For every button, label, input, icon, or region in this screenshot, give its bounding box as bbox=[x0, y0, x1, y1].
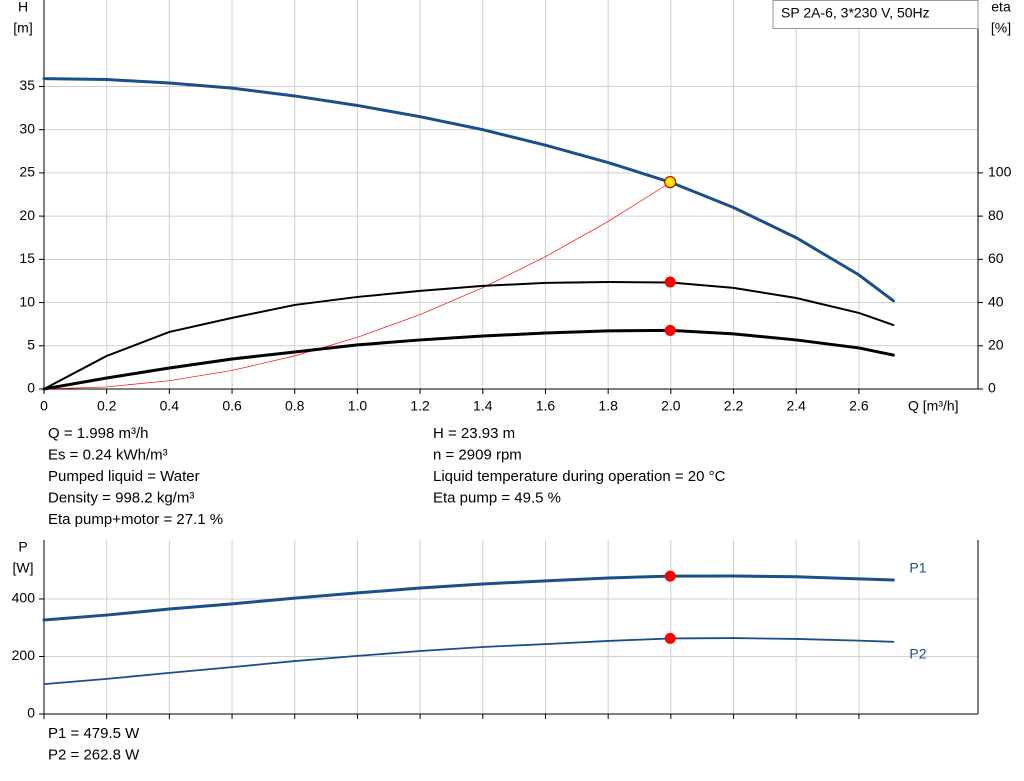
x-tick-label: 0.2 bbox=[97, 398, 117, 414]
info-text: Pumped liquid = Water bbox=[48, 468, 200, 485]
y-tick-label: 0 bbox=[27, 705, 35, 721]
y2-tick-label: 80 bbox=[988, 207, 1004, 223]
info-text: H = 23.93 m bbox=[433, 425, 515, 442]
chart-title: SP 2A-6, 3*230 V, 50Hz bbox=[781, 5, 930, 21]
info-text: Eta pump+motor = 27.1 % bbox=[48, 511, 223, 528]
x-axis-label: Q [m³/h] bbox=[908, 398, 959, 414]
info-text: P1 = 479.5 W bbox=[48, 725, 140, 742]
info-text: Density = 998.2 kg/m³ bbox=[48, 489, 194, 506]
y2-axis-label: [%] bbox=[991, 20, 1011, 36]
y2-tick-label: 100 bbox=[988, 164, 1012, 180]
y-tick-label: 35 bbox=[19, 77, 35, 93]
operating-point bbox=[664, 324, 676, 336]
y-axis-label: [W] bbox=[13, 560, 34, 576]
y-axis-label: [m] bbox=[13, 20, 32, 36]
y2-tick-label: 0 bbox=[988, 380, 996, 396]
y2-tick-label: 60 bbox=[988, 250, 1004, 266]
x-tick-label: 2.2 bbox=[724, 398, 744, 414]
info-text: P2 = 262.8 W bbox=[48, 746, 140, 763]
x-tick-label: 2.6 bbox=[849, 398, 869, 414]
curve-label: P2 bbox=[909, 646, 926, 662]
y-tick-label: 0 bbox=[27, 380, 35, 396]
operating-point bbox=[664, 176, 677, 189]
curve-label: P1 bbox=[909, 560, 926, 576]
y-tick-label: 20 bbox=[19, 207, 35, 223]
y-tick-label: 5 bbox=[27, 336, 35, 352]
operating-point bbox=[664, 276, 676, 288]
curve bbox=[42, 328, 895, 391]
y2-tick-label: 40 bbox=[988, 293, 1004, 309]
x-tick-label: 0.4 bbox=[160, 398, 180, 414]
y-axis-label: P bbox=[18, 539, 27, 555]
info-text: Es = 0.24 kWh/m³ bbox=[48, 446, 168, 463]
y-tick-label: 30 bbox=[19, 120, 35, 136]
info-text: Liquid temperature during operation = 20… bbox=[433, 468, 726, 485]
x-tick-label: 1.0 bbox=[348, 398, 368, 414]
x-tick-label: 1.2 bbox=[410, 398, 430, 414]
y-tick-label: 25 bbox=[19, 164, 35, 180]
x-tick-label: 0.8 bbox=[285, 398, 305, 414]
y2-axis-label: eta bbox=[991, 0, 1011, 15]
curve bbox=[42, 77, 895, 303]
x-tick-label: 0.6 bbox=[222, 398, 242, 414]
info-text: n = 2909 rpm bbox=[433, 446, 522, 463]
title-box bbox=[772, 0, 979, 29]
y-axis-label: H bbox=[18, 0, 28, 15]
x-tick-label: 1.8 bbox=[598, 398, 618, 414]
x-tick-label: 1.4 bbox=[473, 398, 493, 414]
operating-point bbox=[664, 632, 676, 644]
info-text: Q = 1.998 m³/h bbox=[48, 425, 148, 442]
y-tick-label: 400 bbox=[12, 590, 36, 606]
y-tick-label: 15 bbox=[19, 250, 35, 266]
y-tick-label: 200 bbox=[12, 647, 36, 663]
x-tick-label: 2.4 bbox=[786, 398, 806, 414]
x-tick-label: 2.0 bbox=[661, 398, 681, 414]
info-text: Eta pump = 49.5 % bbox=[433, 489, 561, 506]
x-tick-label: 1.6 bbox=[536, 398, 556, 414]
curve bbox=[43, 637, 895, 685]
x-tick-label: 0 bbox=[40, 398, 48, 414]
y2-tick-label: 20 bbox=[988, 336, 1004, 352]
curve bbox=[43, 181, 672, 390]
curve bbox=[42, 574, 895, 622]
operating-point bbox=[664, 570, 676, 582]
y-tick-label: 10 bbox=[19, 293, 35, 309]
curve bbox=[43, 281, 895, 390]
